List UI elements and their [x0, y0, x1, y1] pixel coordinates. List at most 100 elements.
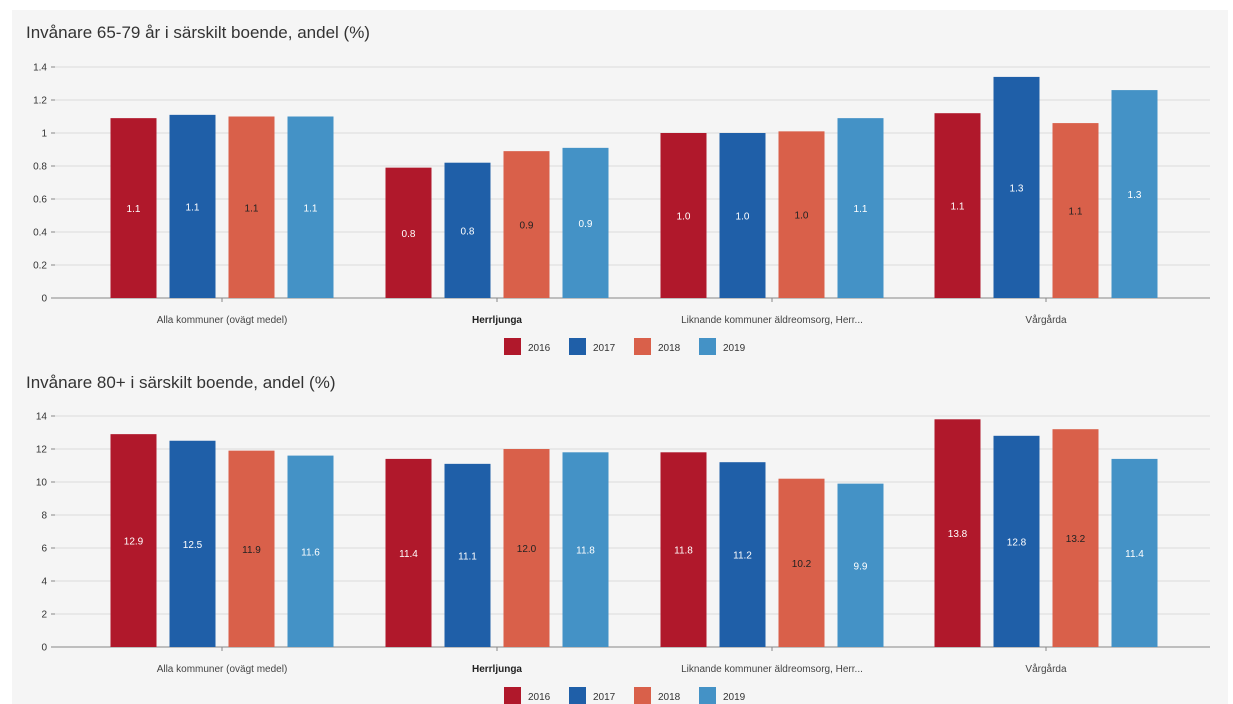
chart2-y-tick-label: 12 — [36, 445, 48, 456]
chart1-legend-swatch-2017 — [569, 338, 586, 355]
chart2-category-label: Herrljunga — [472, 664, 522, 675]
chart2-category-label: Liknande kommuner äldreomsorg, Herr... — [681, 664, 863, 675]
chart2-bar-2017 — [169, 440, 216, 647]
chart2-data-label: 11.1 — [458, 551, 477, 562]
chart2-bar-2017 — [719, 462, 766, 647]
chart1-bar-2017 — [719, 133, 766, 298]
chart1-bar-2017 — [169, 114, 216, 298]
chart1-y-tick-label: 1.2 — [33, 96, 47, 107]
chart1-category-label: Herrljunga — [472, 315, 522, 326]
chart2-y-tick-label: 8 — [41, 511, 47, 522]
chart2-legend-label-2016: 2016 — [528, 692, 551, 703]
chart2-data-label: 11.4 — [399, 549, 418, 560]
chart1-data-label: 1.1 — [304, 203, 318, 214]
chart2-y-tick-label: 4 — [41, 577, 47, 588]
chart2-bar-2017 — [993, 435, 1040, 647]
chart1-y-tick-label: 0.4 — [33, 228, 47, 239]
chart1-data-label: 1.1 — [1069, 207, 1083, 218]
chart1-data-label: 1.1 — [951, 202, 965, 213]
chart2-data-label: 11.8 — [576, 546, 595, 557]
chart1-category-label: Vårgårda — [1025, 314, 1067, 326]
chart2-y-tick-label: 0 — [41, 643, 47, 654]
chart1-legend-label-2019: 2019 — [723, 343, 746, 354]
chart1-data-label: 1.0 — [736, 212, 750, 223]
chart2-bar-2019 — [1111, 458, 1158, 647]
chart2-legend-swatch-2016 — [504, 687, 521, 704]
chart2-bar-2017 — [444, 463, 491, 647]
chart1-bar-2016 — [110, 118, 157, 299]
chart2-bar-2018 — [503, 449, 550, 647]
chart2-bar-2018 — [1052, 429, 1099, 647]
chart2-legend-label-2019: 2019 — [723, 692, 746, 703]
chart2-bar-2019 — [837, 483, 884, 647]
chart1-bar-2017 — [993, 76, 1040, 299]
chart1-category-label: Liknande kommuner äldreomsorg, Herr... — [681, 315, 863, 326]
chart2-category-label: Vårgårda — [1025, 663, 1067, 675]
chart2-title: Invånare 80+ i särskilt boende, andel (%… — [26, 373, 336, 392]
chart2-y-tick-label: 10 — [36, 478, 48, 489]
chart1-bar-2016 — [385, 167, 432, 298]
chart1-y-tick-label: 1 — [41, 129, 47, 140]
chart1-bar-2016 — [934, 113, 981, 298]
chart2-data-label: 10.2 — [792, 559, 812, 570]
chart2-bar-2016 — [934, 419, 981, 647]
chart1-data-label: 0.8 — [461, 226, 475, 237]
chart2-y-tick-label: 2 — [41, 610, 47, 621]
chart1-y-tick-label: 0.6 — [33, 195, 47, 206]
chart1-data-label: 1.1 — [127, 204, 141, 215]
chart2-data-label: 12.8 — [1007, 537, 1027, 548]
chart1-title: Invånare 65-79 år i särskilt boende, and… — [26, 23, 370, 42]
chart1-data-label: 1.1 — [854, 204, 868, 215]
chart2-category-label: Alla kommuner (ovägt medel) — [157, 664, 288, 675]
chart1-bar-2019 — [562, 147, 609, 298]
chart2-bar-2018 — [778, 478, 825, 647]
chart1-legend-swatch-2018 — [634, 338, 651, 355]
chart1-category-label: Alla kommuner (ovägt medel) — [157, 315, 288, 326]
chart1-data-label: 0.8 — [402, 229, 416, 240]
chart1-bar-2019 — [837, 118, 884, 299]
chart2-legend-label-2017: 2017 — [593, 692, 616, 703]
chart2-bar-2019 — [287, 455, 334, 647]
chart2-data-label: 12.9 — [124, 537, 144, 548]
chart2-bar-2016 — [385, 458, 432, 647]
chart1-y-tick-label: 0.8 — [33, 162, 47, 173]
chart2-y-tick-label: 6 — [41, 544, 47, 555]
chart1-legend-swatch-2019 — [699, 338, 716, 355]
chart2-data-label: 11.2 — [733, 551, 752, 562]
chart1-data-label: 1.3 — [1128, 190, 1142, 201]
chart1-bar-2017 — [444, 162, 491, 298]
chart1-y-tick-label: 1.4 — [33, 63, 47, 74]
chart2-bar-2016 — [110, 434, 157, 647]
chart2-data-label: 12.0 — [517, 544, 537, 555]
chart2-data-label: 13.8 — [948, 529, 968, 540]
chart2-y-tick-label: 14 — [36, 412, 48, 423]
chart2-data-label: 11.4 — [1125, 549, 1144, 560]
chart2-legend-swatch-2018 — [634, 687, 651, 704]
chart1-y-tick-label: 0.2 — [33, 261, 47, 272]
chart2-legend-label-2018: 2018 — [658, 692, 681, 703]
chart1-data-label: 0.9 — [520, 221, 534, 232]
chart1-bar-2018 — [503, 151, 550, 298]
chart2-bar-2016 — [660, 452, 707, 647]
chart1-data-label: 1.1 — [245, 203, 259, 214]
chart2-legend-swatch-2019 — [699, 687, 716, 704]
chart2-data-label: 11.9 — [242, 545, 261, 556]
chart2-bar-2019 — [562, 452, 609, 647]
chart2-bar-2018 — [228, 450, 275, 647]
chart1-bar-2019 — [1111, 90, 1158, 298]
chart1-legend-label-2018: 2018 — [658, 343, 681, 354]
chart1-legend-label-2016: 2016 — [528, 343, 551, 354]
chart1-data-label: 1.0 — [795, 211, 809, 222]
chart2-data-label: 9.9 — [854, 561, 868, 572]
chart1-bar-2016 — [660, 133, 707, 298]
chart1-bar-2019 — [287, 116, 334, 298]
chart1-bar-2018 — [1052, 123, 1099, 298]
chart2-data-label: 12.5 — [183, 540, 203, 551]
chart1-data-label: 0.9 — [579, 219, 593, 230]
chart1-data-label: 1.0 — [677, 212, 691, 223]
chart2-data-label: 13.2 — [1066, 534, 1086, 545]
chart1-bar-2018 — [228, 116, 275, 298]
chart2-legend-swatch-2017 — [569, 687, 586, 704]
chart1-legend-swatch-2016 — [504, 338, 521, 355]
